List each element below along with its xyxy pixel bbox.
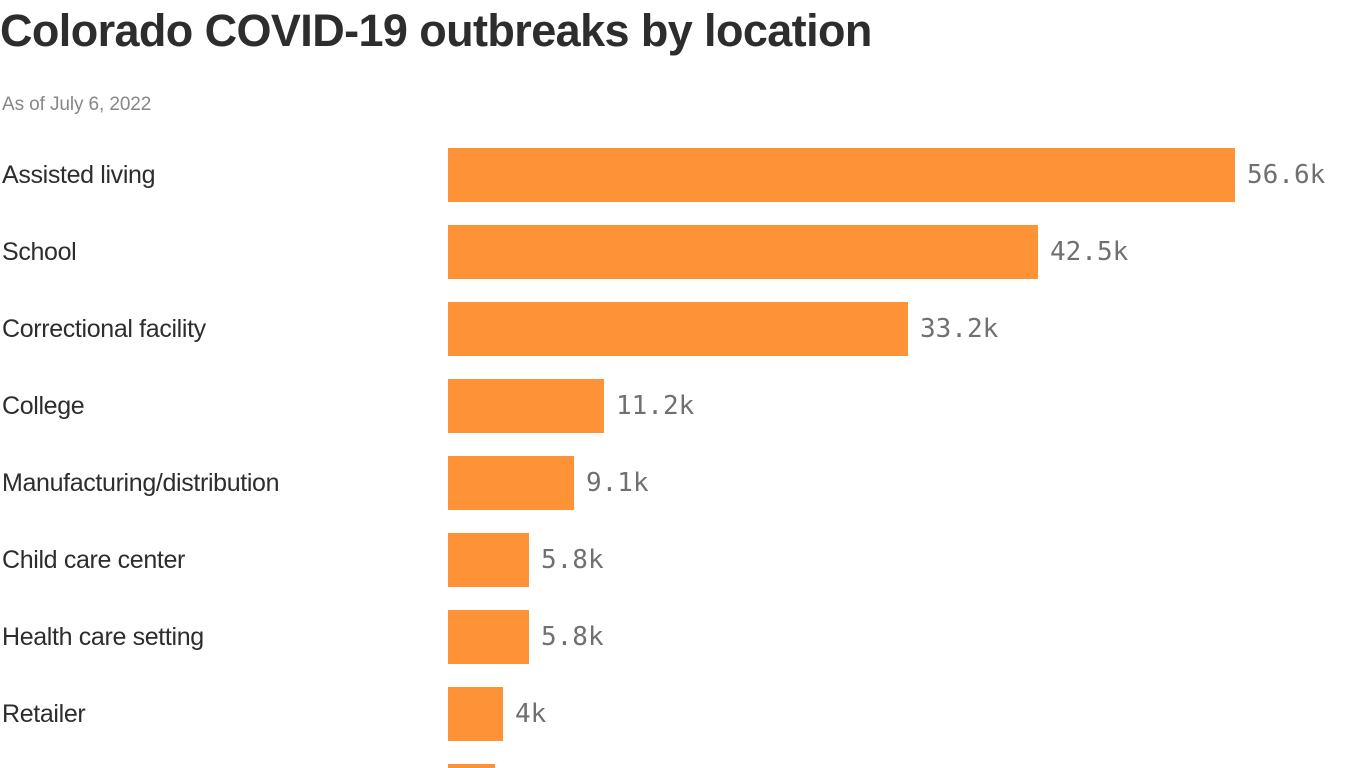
- bar-value-label: 42.5k: [1050, 237, 1129, 267]
- bar-row: College 11.2k: [0, 379, 1366, 433]
- bar-rect[interactable]: [448, 148, 1235, 202]
- bar-category-label: Correctional facility: [2, 315, 206, 343]
- bar-category-label: Retailer: [2, 700, 86, 728]
- bar-row: Child care center 5.8k: [0, 533, 1366, 587]
- bar-value-label: 4k: [515, 699, 547, 729]
- bar-category-label: Health care setting: [2, 623, 204, 651]
- bar-row-clipped: [0, 764, 1366, 768]
- bar-value-label: 5.8k: [541, 545, 604, 575]
- bar-rect[interactable]: [448, 610, 529, 664]
- bar-rect[interactable]: [448, 302, 908, 356]
- bar-rect[interactable]: [448, 456, 574, 510]
- bar-rect[interactable]: [448, 687, 503, 741]
- bar-row: Manufacturing/distribution 9.1k: [0, 456, 1366, 510]
- bar-rect[interactable]: [448, 379, 604, 433]
- bar-category-label: Manufacturing/distribution: [2, 469, 280, 497]
- bar-value-label: 5.8k: [541, 622, 604, 652]
- bar-value-label: 11.2k: [616, 391, 695, 421]
- bar-chart-plot-area: Assisted living 56.6k School 42.5k Corre…: [0, 140, 1366, 768]
- bar-rect[interactable]: [448, 225, 1038, 279]
- bar-rect[interactable]: [448, 764, 495, 768]
- bar-row: Correctional facility 33.2k: [0, 302, 1366, 356]
- bar-value-label: 33.2k: [920, 314, 999, 344]
- bar-category-label: School: [2, 238, 77, 266]
- bar-category-label: Assisted living: [2, 161, 156, 189]
- bar-value-label: 56.6k: [1247, 160, 1326, 190]
- bar-value-label: 9.1k: [586, 468, 649, 498]
- bar-rect[interactable]: [448, 533, 529, 587]
- bar-category-label: College: [2, 392, 85, 420]
- bar-row: School 42.5k: [0, 225, 1366, 279]
- bar-row: Assisted living 56.6k: [0, 148, 1366, 202]
- bar-row: Retailer 4k: [0, 687, 1366, 741]
- chart-title: Colorado COVID-19 outbreaks by location: [0, 5, 872, 56]
- chart-subtitle: As of July 6, 2022: [2, 94, 152, 115]
- bar-category-label: Child care center: [2, 546, 186, 574]
- bar-row: Health care setting 5.8k: [0, 610, 1366, 664]
